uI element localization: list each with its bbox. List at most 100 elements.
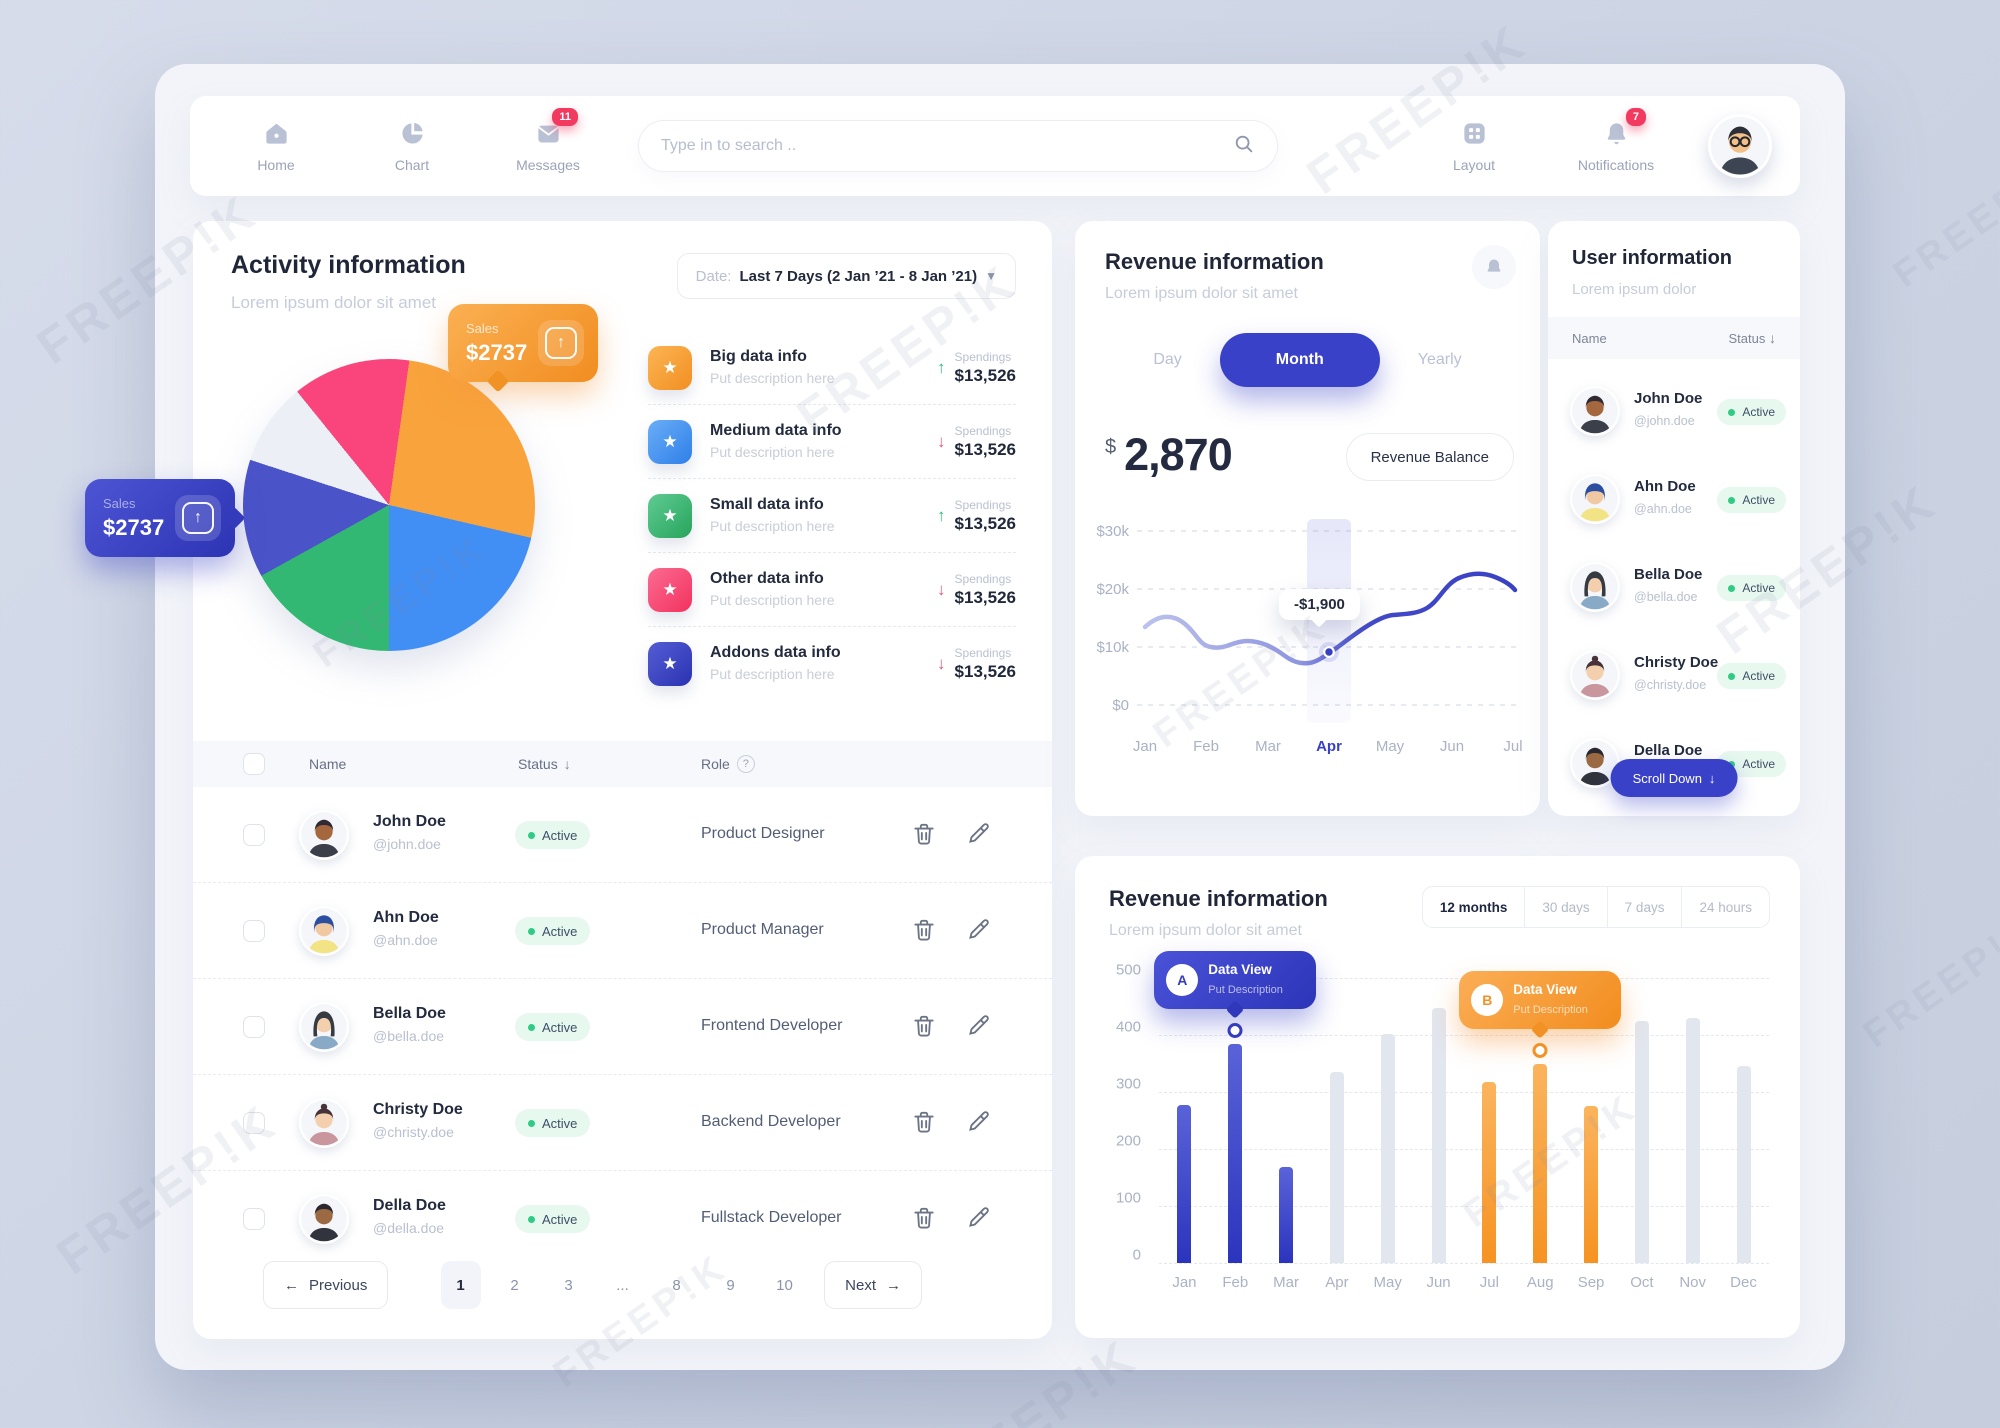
edit-button[interactable]	[965, 917, 991, 943]
edit-button[interactable]	[965, 1013, 991, 1039]
row-checkbox[interactable]	[243, 920, 265, 942]
activity-pie-chart[interactable]	[243, 359, 535, 651]
tab-month-active[interactable]: Month	[1219, 333, 1380, 387]
x-tick-active: Apr	[1316, 738, 1342, 755]
user-list-item[interactable]: Ahn Doe @ahn.doe Active	[1548, 457, 1800, 545]
range-30-days[interactable]: 30 days	[1525, 887, 1608, 927]
dashboard-canvas: Home Chart 11 Messages Layout 7	[85, 64, 1845, 1370]
data-view-box: A Data View Put Description	[1154, 950, 1317, 1009]
user-list-item[interactable]: Christy Doe @christy.doe Active	[1548, 633, 1800, 721]
bar[interactable]	[1482, 1081, 1497, 1263]
line-chart-tooltip: -$1,900	[1279, 589, 1360, 620]
bell-icon	[1487, 259, 1501, 272]
bar-column-Dec[interactable]	[1718, 978, 1769, 1263]
page-number[interactable]: 8	[672, 1276, 681, 1294]
bar-column-Jul[interactable]	[1464, 978, 1515, 1263]
bar-column-Jan[interactable]	[1159, 978, 1210, 1263]
messages-badge: 11	[552, 107, 578, 126]
page-number[interactable]: 10	[776, 1276, 793, 1294]
bar-column-May[interactable]	[1362, 978, 1413, 1263]
edit-button[interactable]	[965, 1109, 991, 1135]
tab-day[interactable]: Day	[1153, 351, 1182, 368]
select-all-checkbox[interactable]	[243, 753, 265, 775]
row-checkbox[interactable]	[243, 1112, 265, 1134]
bar-column-Aug[interactable]	[1515, 978, 1566, 1263]
bar[interactable]	[1380, 1033, 1395, 1263]
bar[interactable]	[1329, 1072, 1344, 1263]
row-checkbox[interactable]	[243, 1016, 265, 1038]
bar-column-Oct[interactable]	[1616, 978, 1667, 1263]
page-number[interactable]: 9	[726, 1276, 735, 1294]
bar[interactable]	[1177, 1104, 1192, 1263]
currency-symbol: $	[1105, 436, 1117, 458]
previous-page-button[interactable]: ← Previous	[263, 1261, 389, 1309]
sales-tooltip-label: Sales	[466, 320, 499, 336]
data-info-item[interactable]: ★ Medium data info Put description here ↓…	[648, 405, 1016, 479]
next-page-button[interactable]: Next →	[824, 1261, 922, 1309]
bar[interactable]	[1228, 1043, 1243, 1263]
column-header-role[interactable]: Role?	[701, 755, 755, 773]
column-header-status[interactable]: Status ↓	[518, 756, 571, 772]
bar[interactable]	[1736, 1066, 1751, 1263]
date-filter-dropdown[interactable]: Date: Last 7 Days (2 Jan ’21 - 8 Jan ’21…	[676, 253, 1016, 299]
column-header-name[interactable]: Name	[309, 756, 347, 772]
revenue-line-panel: Revenue information Lorem ipsum dolor si…	[1075, 221, 1540, 816]
bar[interactable]	[1685, 1017, 1700, 1263]
delete-button[interactable]	[911, 821, 937, 847]
user-list-item[interactable]: Bella Doe @bella.doe Active	[1548, 545, 1800, 633]
data-info-item[interactable]: ★ Small data info Put description here ↑ …	[648, 479, 1016, 553]
bar-column-Jun[interactable]	[1413, 978, 1464, 1263]
page-number[interactable]: 1	[440, 1261, 481, 1309]
bar[interactable]	[1634, 1021, 1649, 1263]
data-view-tooltip-a: A Data View Put Description	[1150, 950, 1320, 1045]
range-12-months[interactable]: 12 months	[1423, 887, 1526, 927]
range-24-hours[interactable]: 24 hours	[1699, 899, 1752, 915]
search-icon[interactable]	[1233, 133, 1255, 160]
page-number[interactable]: 2	[510, 1276, 519, 1294]
layout-grid-icon	[1461, 120, 1488, 150]
delete-button[interactable]	[911, 1109, 937, 1135]
bar-column-Apr[interactable]	[1311, 978, 1362, 1263]
row-checkbox[interactable]	[243, 824, 265, 846]
data-info-item[interactable]: ★ Other data info Put description here ↓ …	[648, 553, 1016, 627]
bar-column-Feb[interactable]	[1210, 978, 1261, 1263]
revenue-balance-button[interactable]: Revenue Balance	[1345, 433, 1514, 481]
bar-column-Mar[interactable]	[1261, 978, 1312, 1263]
scroll-down-button[interactable]: Scroll Down ↓	[1610, 759, 1738, 797]
nav-item-layout[interactable]: Layout	[1430, 120, 1518, 173]
range-7-days[interactable]: 7 days	[1608, 887, 1683, 927]
bar[interactable]	[1533, 1063, 1548, 1263]
delete-button[interactable]	[911, 1205, 937, 1231]
bars-title: Revenue information	[1109, 886, 1328, 911]
bar-column-Nov[interactable]	[1667, 978, 1718, 1263]
status-badge: Active	[515, 821, 591, 849]
panel-bell-button[interactable]	[1472, 245, 1516, 289]
revenue-bars-panel: Revenue information Lorem ipsum dolor si…	[1075, 856, 1800, 1338]
nav-item-messages[interactable]: 11 Messages	[504, 107, 592, 173]
row-checkbox[interactable]	[243, 1208, 265, 1230]
spendings-label: Spendings	[954, 349, 1012, 364]
column-header-name[interactable]: Name	[1572, 330, 1607, 346]
edit-button[interactable]	[965, 821, 991, 847]
bar[interactable]	[1279, 1167, 1294, 1263]
search-input[interactable]	[661, 137, 1233, 155]
delete-button[interactable]	[911, 917, 937, 943]
page-number[interactable]: 3	[564, 1276, 573, 1294]
revenue-line-chart[interactable]: $30k $20k $10k $0 Jan Feb Mar Apr May Jun Jul…	[1081, 513, 1531, 775]
nav-item-notifications[interactable]: 7 Notifications	[1572, 107, 1660, 173]
data-info-item[interactable]: ★ Addons data info Put description here ↓…	[648, 627, 1016, 701]
bar-column-Sep[interactable]	[1566, 978, 1617, 1263]
bar[interactable]	[1431, 1008, 1446, 1263]
revenue-bar-chart[interactable]	[1159, 978, 1769, 1264]
user-list-item[interactable]: John Doe @john.doe Active	[1548, 369, 1800, 457]
bar[interactable]	[1584, 1105, 1599, 1263]
delete-button[interactable]	[911, 1013, 937, 1039]
column-header-status[interactable]: Status ↓	[1728, 330, 1776, 346]
status-badge: Active	[515, 1013, 591, 1041]
edit-button[interactable]	[965, 1205, 991, 1231]
profile-avatar[interactable]	[1708, 114, 1772, 178]
tab-yearly[interactable]: Yearly	[1417, 351, 1462, 368]
nav-item-chart[interactable]: Chart	[368, 120, 456, 173]
data-info-item[interactable]: ★ Big data info Put description here ↑ Sp…	[648, 331, 1016, 405]
nav-item-home[interactable]: Home	[232, 120, 320, 173]
